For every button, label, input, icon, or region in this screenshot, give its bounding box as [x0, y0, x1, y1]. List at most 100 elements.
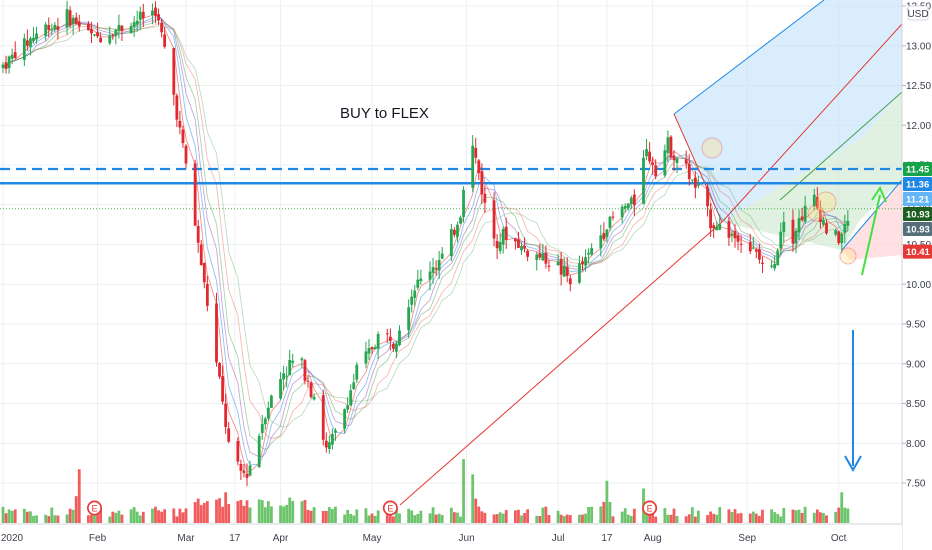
candle-body	[492, 200, 496, 239]
volume-bar	[111, 511, 115, 523]
candle-body	[706, 187, 709, 207]
pitchfork-upper-zone	[674, 0, 902, 222]
candle-body	[758, 249, 761, 260]
volume-bar	[218, 498, 221, 523]
candle-body	[181, 129, 185, 144]
candle-body	[90, 29, 93, 34]
volume-bar	[684, 516, 688, 523]
candle-body	[812, 194, 816, 207]
volume-bar	[306, 509, 310, 523]
volume-bar	[456, 512, 459, 523]
candle-body	[602, 233, 606, 240]
candle-body	[733, 230, 737, 239]
volume-bar	[608, 501, 612, 523]
candle-body	[748, 242, 752, 252]
volume-bar	[388, 512, 392, 523]
candle-body	[407, 307, 411, 331]
candle-body	[352, 382, 356, 389]
volume-bar	[239, 500, 243, 523]
earnings-marker-inner-2	[643, 502, 656, 514]
volume-bar	[349, 513, 353, 523]
volume-bar	[437, 513, 441, 523]
candle-body	[367, 348, 371, 354]
volume-bar	[578, 514, 581, 523]
volume-bar	[440, 515, 444, 523]
volume-bar	[718, 507, 722, 523]
price-badge-0	[903, 161, 932, 176]
volume-bar	[599, 506, 603, 523]
volume-bar	[581, 514, 584, 523]
volume-bar	[395, 508, 398, 523]
volume-bar	[312, 507, 316, 523]
volume-bar	[331, 509, 334, 523]
candle-body	[205, 283, 209, 306]
volume-bar	[135, 511, 139, 523]
highlight-circle	[701, 137, 723, 159]
volume-bar	[611, 516, 615, 523]
volume-bar	[483, 512, 487, 523]
currency-box[interactable]	[907, 5, 929, 21]
volume-bar	[270, 506, 273, 523]
volume-bar	[184, 508, 188, 523]
candle-body	[834, 230, 838, 235]
ma-line-4	[2, 22, 848, 439]
volume-bar	[419, 510, 423, 523]
candle-body	[514, 238, 517, 242]
volume-bar	[770, 509, 773, 523]
pitchfork-lower-zone	[842, 180, 902, 260]
candle-body	[93, 34, 96, 36]
candle-body	[227, 428, 231, 442]
candle-body	[517, 239, 520, 248]
x-tick-label-9: Aug	[644, 533, 662, 544]
volume-bar	[773, 512, 777, 523]
volume-bar	[632, 508, 636, 523]
candle-body	[151, 10, 154, 16]
candle-body	[44, 24, 48, 36]
candle-body	[687, 164, 691, 179]
volume-bar	[205, 501, 209, 523]
volume-bar	[215, 499, 218, 523]
volume-bar	[26, 511, 29, 523]
price-badge-label-4: 10.93	[906, 224, 930, 235]
volume-bar	[398, 513, 401, 523]
volume-bar	[141, 511, 145, 523]
volume-bar	[449, 507, 453, 523]
price-badge-label-5: 10.41	[906, 247, 930, 258]
candle-body	[32, 37, 35, 41]
candle-body	[449, 229, 453, 257]
volume-bar	[736, 513, 740, 523]
volume-bar	[687, 514, 691, 523]
volume-bar	[727, 509, 731, 523]
candle-body	[50, 29, 54, 31]
candle-body	[761, 262, 764, 265]
candle-body	[535, 254, 539, 260]
volume-bar	[346, 509, 350, 523]
y-tick-label-9: 12.00	[906, 121, 931, 132]
candle-body	[773, 264, 777, 269]
volume-bar	[22, 508, 26, 523]
volume-bar	[157, 510, 160, 523]
candle-body	[474, 147, 478, 158]
highlight-circle	[815, 191, 837, 213]
volume-bar	[748, 513, 752, 523]
volume-bar	[523, 513, 526, 523]
volume-bar	[129, 509, 133, 523]
candle-body	[242, 470, 246, 473]
pitchfork-handle-line	[399, 221, 723, 506]
candle-body	[608, 216, 612, 228]
pitchfork-upper-line	[673, 0, 825, 115]
volume-bar	[120, 514, 124, 523]
volume-bar	[367, 515, 371, 523]
candle-body	[53, 24, 57, 30]
candle-body	[648, 151, 651, 162]
volume-bar	[846, 508, 850, 523]
candle-body	[651, 162, 655, 165]
candle-body	[346, 405, 350, 410]
candle-body	[587, 252, 590, 255]
candle-body	[56, 26, 60, 30]
candle-body	[803, 205, 807, 222]
candle-body	[825, 223, 828, 234]
candle-body	[68, 10, 72, 26]
candle-body	[1, 64, 5, 69]
